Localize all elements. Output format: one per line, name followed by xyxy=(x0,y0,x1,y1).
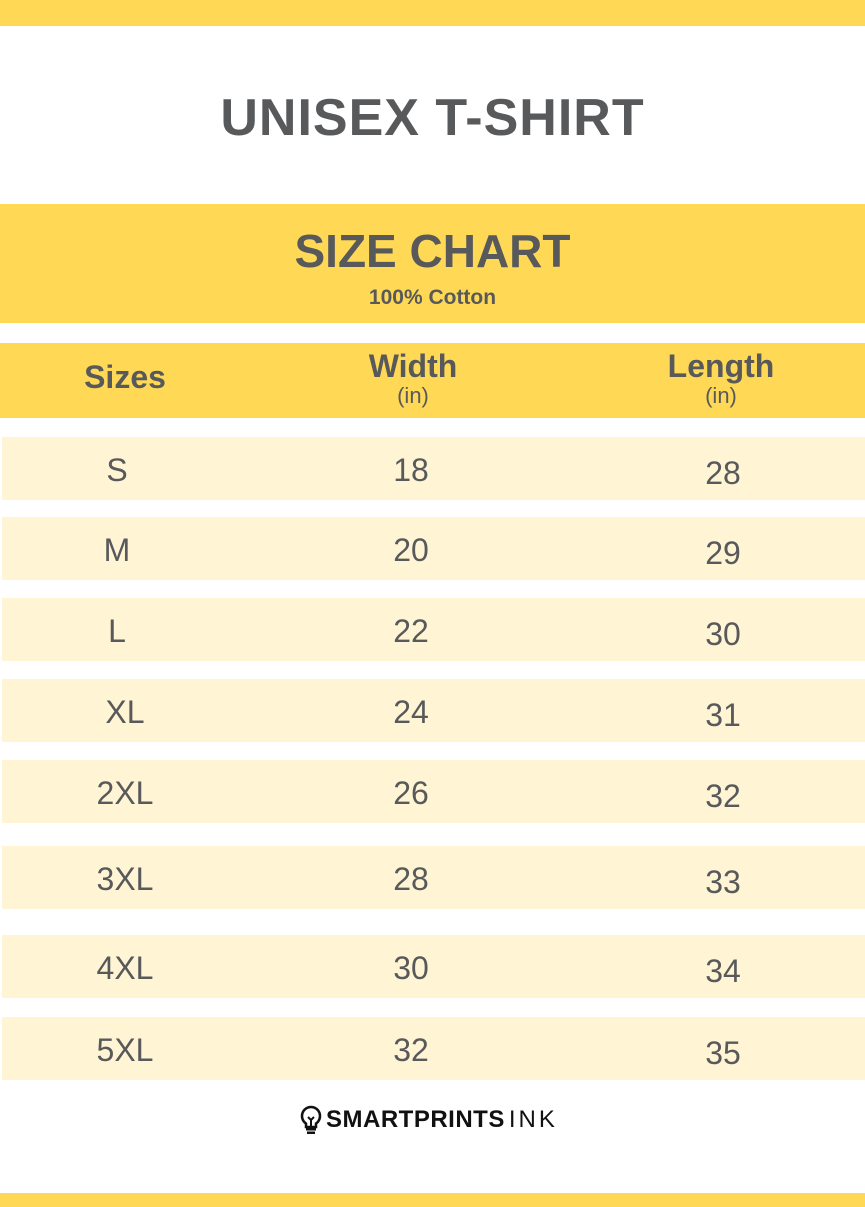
table-row: L 22 30 xyxy=(2,598,865,661)
table-row: M 20 29 xyxy=(2,517,865,580)
size-cell: 5XL xyxy=(96,1032,154,1068)
material-label: 100% Cotton xyxy=(368,286,497,309)
size-cell: 4XL xyxy=(96,950,154,986)
width-cell: 28 xyxy=(393,861,429,897)
header-width-label: Width xyxy=(368,348,458,384)
size-cell: M xyxy=(103,532,131,568)
header-width: Width (in) xyxy=(313,348,513,409)
table-row: 2XL 26 32 xyxy=(2,760,865,823)
table-row: 5XL 32 35 xyxy=(2,1017,865,1080)
size-chart-banner xyxy=(0,204,865,323)
page-title: UNISEX T-SHIRT xyxy=(220,89,645,147)
table-header: Sizes Width (in) Length (in) xyxy=(0,343,865,418)
table-row: 4XL 30 34 xyxy=(2,935,865,998)
length-cell: 29 xyxy=(705,535,741,571)
length-cell: 33 xyxy=(705,864,741,900)
header-sizes: Sizes xyxy=(84,359,166,395)
length-cell: 28 xyxy=(705,455,741,491)
top-border xyxy=(0,0,865,26)
length-cell: 31 xyxy=(705,697,741,733)
width-cell: 24 xyxy=(393,694,429,730)
length-cell: 35 xyxy=(705,1035,741,1071)
table-row: S 18 28 xyxy=(2,437,865,500)
lightbulb-icon xyxy=(300,1105,322,1134)
size-cell: XL xyxy=(105,694,145,730)
width-cell: 22 xyxy=(393,613,429,649)
width-cell: 30 xyxy=(393,950,429,986)
length-cell: 32 xyxy=(705,778,741,814)
size-cell: 3XL xyxy=(96,861,154,897)
bottom-border xyxy=(0,1193,865,1207)
header-length-unit: (in) xyxy=(705,383,737,408)
brand-logo: SMARTPRINTS INK xyxy=(300,1104,558,1136)
width-cell: 18 xyxy=(393,452,429,488)
width-cell: 32 xyxy=(393,1032,429,1068)
chart-title: SIZE CHART xyxy=(294,225,571,277)
brand-name-bold: SMARTPRINTS xyxy=(326,1106,505,1133)
size-cell: L xyxy=(108,613,126,649)
width-cell: 20 xyxy=(393,532,429,568)
length-cell: 34 xyxy=(705,953,741,989)
header-length: Length (in) xyxy=(621,348,821,409)
brand-name-light: INK xyxy=(508,1106,558,1133)
table-row: 3XL 28 33 xyxy=(2,846,865,909)
table-row: XL 24 31 xyxy=(2,679,865,742)
length-cell: 30 xyxy=(705,616,741,652)
header-length-label: Length xyxy=(667,348,775,384)
header-width-unit: (in) xyxy=(397,383,429,408)
size-cell: S xyxy=(106,452,128,488)
size-cell: 2XL xyxy=(96,775,154,811)
width-cell: 26 xyxy=(393,775,429,811)
